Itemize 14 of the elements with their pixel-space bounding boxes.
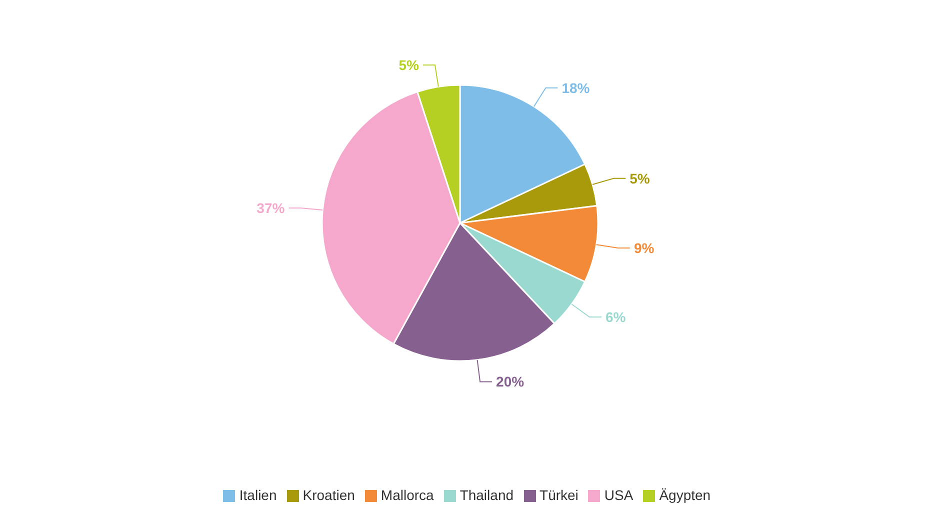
data-label: 20% [496, 374, 525, 390]
legend-label: Mallorca [380, 487, 434, 503]
data-label: 18% [562, 80, 590, 96]
legend-label: Ägypten [659, 487, 711, 503]
legend-label: Türkei [540, 487, 578, 503]
data-label: 9% [634, 240, 655, 256]
data-label: 5% [630, 170, 650, 186]
data-label: 5% [398, 56, 420, 73]
data-label: 37% [256, 200, 286, 216]
data-label: 6% [605, 309, 626, 326]
legend-label: Italien [239, 487, 277, 503]
legend-label: Thailand [460, 487, 514, 503]
legend-label: Kroatien [302, 487, 355, 503]
legend-label: USA [604, 487, 634, 503]
